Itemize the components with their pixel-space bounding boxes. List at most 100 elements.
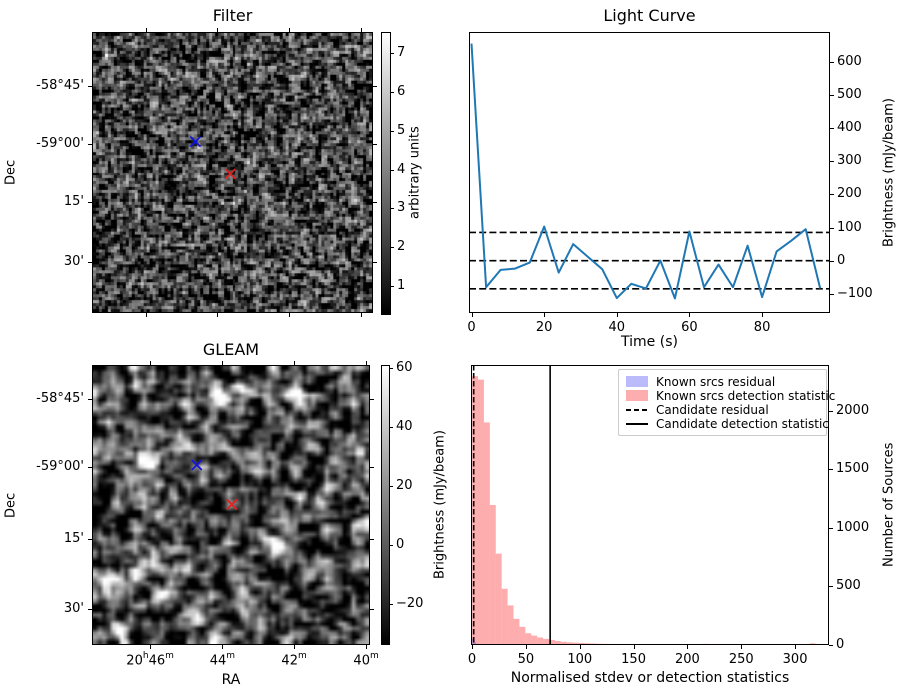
colorbar-tick-mark	[390, 485, 393, 487]
ra-tick-mark	[222, 361, 224, 365]
colorbar-tick-label: 7	[397, 45, 406, 61]
time-tick-label: 60	[681, 320, 698, 335]
dec-tick-mark	[370, 609, 374, 611]
legend-label: Candidate residual	[656, 402, 769, 417]
filter-title: Filter	[212, 6, 253, 25]
colorbar-tick-mark	[390, 603, 393, 605]
colorbar-tick-mark	[391, 285, 394, 287]
dec-tick-mark	[88, 609, 92, 611]
colorbar-tick-label: −20	[396, 595, 424, 611]
histogram-ylabel: Number of Sources	[881, 442, 897, 568]
histogram-plot	[471, 365, 829, 645]
brightness-tick-label: 0	[837, 252, 846, 268]
brightness-tick-label: 500	[837, 86, 862, 102]
light-curve-xlabel: Time (s)	[621, 334, 678, 350]
ra-tick-mark	[288, 28, 290, 32]
stat-tick-label: 50	[517, 652, 535, 667]
dec-tick-label: -59°00'	[36, 136, 84, 152]
light-curve-series	[470, 43, 822, 300]
stat-tick-label: 0	[467, 652, 477, 667]
brightness-tick-mark	[830, 61, 834, 63]
dec-tick-label: 15'	[63, 530, 84, 546]
stat-tick-mark	[525, 645, 527, 649]
histogram-xlabel: Normalised stdev or detection statistics	[510, 670, 790, 686]
filter-noise-image	[93, 33, 372, 312]
brightness-tick-mark	[830, 260, 834, 262]
hist-bar	[537, 637, 544, 645]
count-tick-mark	[829, 586, 833, 588]
count-tick-label: 1000	[836, 519, 870, 535]
colorbar-tick-label: 0	[396, 536, 405, 552]
filter-ylabel: Dec	[3, 159, 19, 186]
ra-tick-mark	[361, 28, 363, 32]
ra-tick-mark	[216, 313, 218, 317]
brightness-tick-label: 400	[837, 120, 862, 136]
axes-frame	[471, 365, 829, 645]
ra-tick-mark	[294, 645, 296, 649]
dec-tick-mark	[373, 201, 377, 203]
colorbar-tick-mark	[391, 130, 394, 132]
count-tick-mark	[829, 527, 833, 529]
filter-colorbar-label: arbitrary units	[407, 126, 423, 219]
dec-tick-mark	[373, 262, 377, 264]
legend-item-known-srcs-detection: Known srcs detection statistic	[626, 389, 835, 403]
brightness-tick-mark	[830, 94, 834, 96]
stat-tick-label: 100	[567, 652, 593, 667]
dec-tick-label: 30'	[63, 254, 84, 270]
hist-bar	[501, 588, 508, 645]
brightness-tick-label: 600	[837, 53, 862, 69]
colorbar-tick-mark	[391, 169, 394, 171]
colorbar-tick-mark	[391, 208, 394, 210]
dec-tick-label: -59°00'	[36, 459, 84, 475]
colorbar-tick-label: 3	[397, 200, 406, 216]
histogram-legend: Known srcs residual Known srcs detection…	[618, 369, 835, 436]
filter-image-panel	[92, 32, 373, 313]
hist-bar	[572, 642, 579, 645]
gleam-colorbar	[381, 365, 390, 645]
hist-bar	[566, 642, 573, 645]
light-curve-ylabel: Brightness (mJy/beam)	[881, 98, 897, 247]
count-tick-mark	[829, 645, 833, 646]
hist-bar	[543, 638, 550, 645]
colorbar-tick-mark	[390, 426, 393, 428]
colorbar-tick-label: 1	[397, 277, 406, 293]
brightness-tick-label: 300	[837, 153, 862, 169]
ra-tick-label: 42m	[281, 651, 307, 669]
time-tick-mark	[471, 313, 473, 317]
hist-bar	[483, 422, 490, 645]
hist-bar	[489, 505, 496, 645]
stat-tick-mark	[579, 645, 581, 649]
colorbar-tick-mark	[390, 367, 393, 369]
colorbar-tick-mark	[391, 247, 394, 249]
dec-tick-label: -58°45'	[36, 78, 84, 94]
count-tick-label: 500	[836, 578, 861, 594]
colorbar-tick-label: 6	[397, 84, 406, 100]
time-tick-label: 20	[535, 320, 553, 335]
ra-tick-mark	[216, 28, 218, 32]
colorbar-tick-label: 60	[396, 359, 413, 375]
dec-tick-mark	[373, 144, 377, 146]
count-tick-label: 0	[836, 637, 845, 652]
time-tick-mark	[616, 313, 618, 317]
ra-tick-mark	[145, 313, 147, 317]
gleam-xlabel: RA	[221, 672, 241, 688]
colorbar-tick-label: 40	[396, 418, 413, 434]
light-curve-plot	[469, 32, 830, 313]
dec-tick-mark	[88, 262, 92, 264]
ra-tick-mark	[145, 28, 147, 32]
hist-bar	[478, 379, 484, 645]
gleam-image-panel	[92, 365, 370, 645]
colorbar-tick-label: 2	[397, 239, 406, 255]
ra-tick-mark	[366, 361, 368, 365]
hist-bar	[531, 635, 538, 645]
colorbar-tick-mark	[391, 92, 394, 94]
hist-bar	[495, 553, 502, 645]
legend-item-candidate-detection: Candidate detection statistic	[626, 417, 829, 431]
stat-tick-mark	[472, 645, 474, 649]
ra-tick-label: 20h46m	[126, 651, 174, 669]
stat-tick-label: 250	[728, 652, 754, 667]
brightness-tick-label: 100	[837, 219, 862, 235]
ra-tick-label: 40m	[353, 651, 379, 669]
brightness-tick-mark	[830, 194, 834, 196]
dec-tick-label: 15'	[63, 193, 84, 209]
